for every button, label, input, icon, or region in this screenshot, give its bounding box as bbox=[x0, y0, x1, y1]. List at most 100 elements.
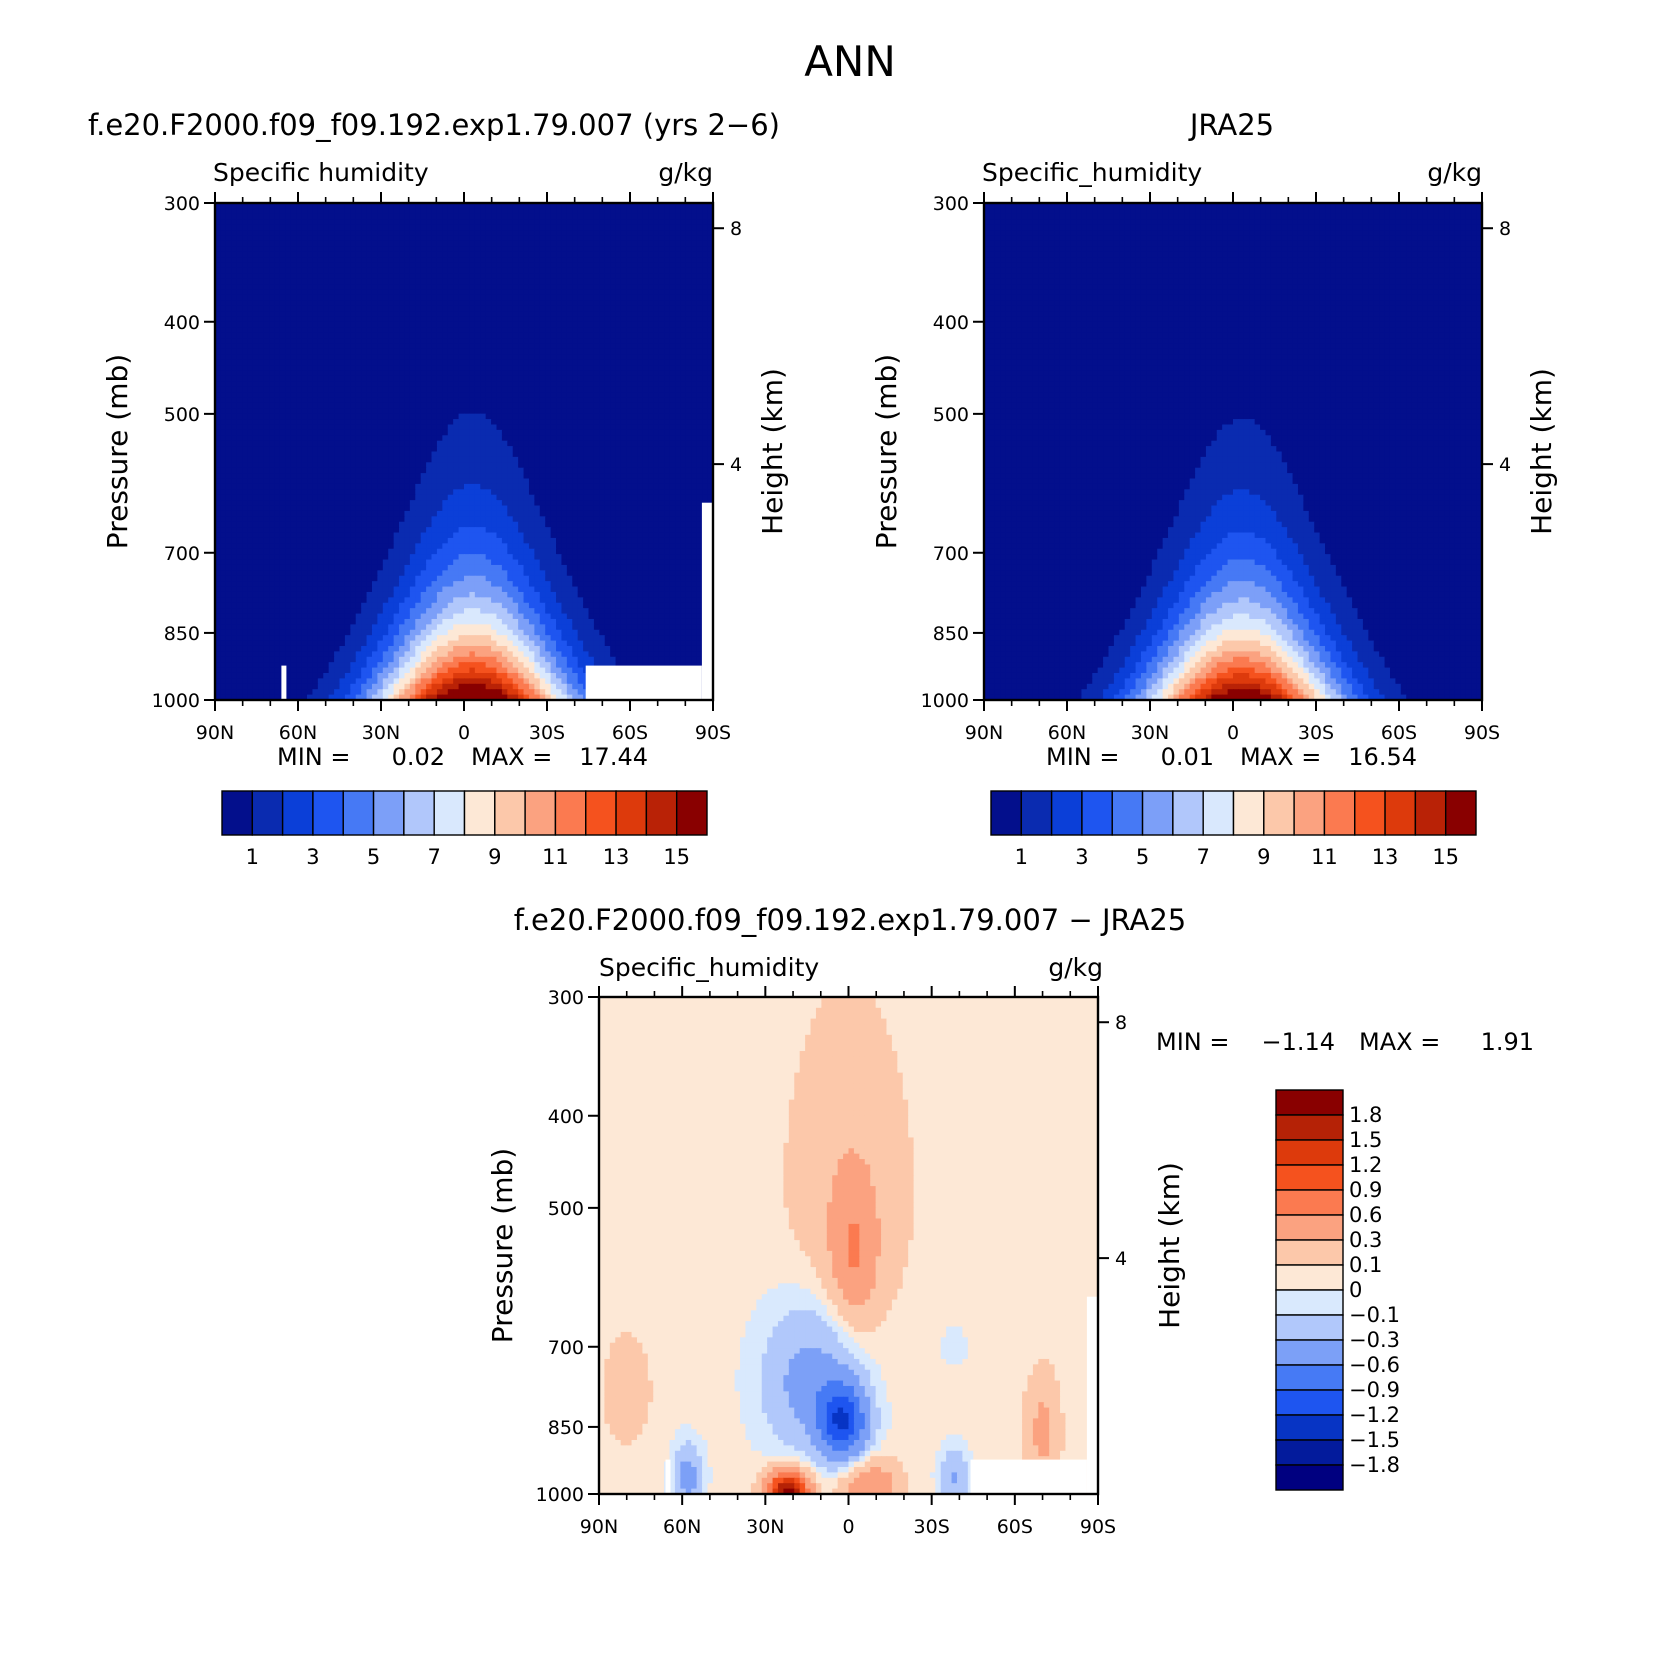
contour-cell bbox=[599, 230, 605, 236]
contour-cell bbox=[534, 327, 540, 333]
contour-cell bbox=[513, 241, 519, 247]
contour-cell bbox=[610, 273, 616, 279]
contour-cell bbox=[296, 484, 302, 490]
contour-cell bbox=[312, 479, 318, 485]
contour-cell bbox=[637, 441, 643, 447]
contour-cell bbox=[410, 257, 416, 263]
contour-cell bbox=[377, 419, 383, 425]
contour-cell bbox=[269, 279, 275, 285]
contour-cell bbox=[404, 446, 410, 452]
contour-cell bbox=[469, 300, 475, 306]
contour-cell bbox=[394, 419, 400, 425]
contour-cell bbox=[350, 397, 356, 403]
contour-cell bbox=[302, 473, 308, 479]
contour-cell bbox=[616, 457, 622, 463]
contour-cell bbox=[350, 462, 356, 468]
contour-cell bbox=[540, 370, 546, 376]
contour-cell bbox=[264, 473, 270, 479]
contour-cell bbox=[502, 381, 508, 387]
contour-cell bbox=[572, 300, 578, 306]
contour-cell bbox=[578, 235, 584, 241]
contour-cell bbox=[670, 273, 676, 279]
contour-cell bbox=[551, 387, 557, 393]
contour-cell bbox=[469, 284, 475, 290]
contour-cell bbox=[637, 300, 643, 306]
contour-cell bbox=[664, 225, 670, 231]
contour-cell bbox=[275, 457, 281, 463]
contour-cell bbox=[469, 327, 475, 333]
contour-cell bbox=[356, 235, 362, 241]
contour-cell bbox=[220, 284, 226, 290]
contour-cell bbox=[556, 424, 562, 430]
contour-cell bbox=[491, 322, 497, 328]
contour-cell bbox=[594, 403, 600, 409]
contour-cell bbox=[247, 246, 253, 252]
contour-cell bbox=[637, 419, 643, 425]
contour-cell bbox=[502, 408, 508, 414]
contour-cell bbox=[529, 365, 535, 371]
contour-cell bbox=[415, 208, 421, 214]
contour-cell bbox=[551, 354, 557, 360]
contour-cell bbox=[350, 489, 356, 495]
contour-cell bbox=[394, 446, 400, 452]
contour-cell bbox=[524, 441, 530, 447]
contour-cell bbox=[448, 316, 454, 322]
contour-cell bbox=[572, 338, 578, 344]
contour-cell bbox=[605, 225, 611, 231]
contour-cell bbox=[394, 300, 400, 306]
contour-cell bbox=[367, 311, 373, 317]
contour-cell bbox=[399, 424, 405, 430]
contour-cell bbox=[670, 360, 676, 366]
contour-cell bbox=[275, 441, 281, 447]
contour-cell bbox=[323, 430, 329, 436]
contour-cell bbox=[524, 306, 530, 312]
contour-cell bbox=[318, 468, 324, 474]
contour-cell bbox=[589, 208, 595, 214]
contour-cell bbox=[599, 295, 605, 301]
contour-cell bbox=[502, 219, 508, 225]
contour-cell bbox=[442, 241, 448, 247]
contour-cell bbox=[388, 289, 394, 295]
contour-cell bbox=[594, 349, 600, 355]
contour-cell bbox=[307, 403, 313, 409]
contour-cell bbox=[459, 430, 465, 436]
contour-cell bbox=[383, 370, 389, 376]
contour-cell bbox=[253, 295, 259, 301]
contour-cell bbox=[258, 219, 264, 225]
contour-cell bbox=[513, 208, 519, 214]
contour-cell bbox=[307, 452, 313, 458]
contour-cell bbox=[453, 246, 459, 252]
contour-cell bbox=[415, 397, 421, 403]
contour-cell bbox=[513, 441, 519, 447]
contour-cell bbox=[421, 403, 427, 409]
contour-cell bbox=[464, 273, 470, 279]
contour-cell bbox=[572, 473, 578, 479]
contour-cell bbox=[480, 468, 486, 474]
contour-cell bbox=[437, 219, 443, 225]
contour-cell bbox=[399, 360, 405, 366]
contour-cell bbox=[648, 311, 654, 317]
contour-cell bbox=[285, 462, 291, 468]
contour-cell bbox=[318, 376, 324, 382]
contour-cell bbox=[247, 408, 253, 414]
contour-cell bbox=[329, 360, 335, 366]
contour-cell bbox=[643, 338, 649, 344]
contour-cell bbox=[448, 397, 454, 403]
contour-cell bbox=[551, 365, 557, 371]
contour-cell bbox=[318, 349, 324, 355]
contour-cell bbox=[307, 441, 313, 447]
contour-cell bbox=[686, 230, 692, 236]
contour-cell bbox=[350, 230, 356, 236]
contour-cell bbox=[415, 360, 421, 366]
contour-cell bbox=[616, 360, 622, 366]
contour-cell bbox=[377, 489, 383, 495]
contour-cell bbox=[648, 279, 654, 285]
contour-cell bbox=[616, 349, 622, 355]
contour-cell bbox=[426, 365, 432, 371]
contour-cell bbox=[626, 262, 632, 268]
contour-cell bbox=[312, 241, 318, 247]
contour-cell bbox=[340, 381, 346, 387]
contour-cell bbox=[377, 246, 383, 252]
contour-cell bbox=[583, 311, 589, 317]
contour-cell bbox=[616, 370, 622, 376]
